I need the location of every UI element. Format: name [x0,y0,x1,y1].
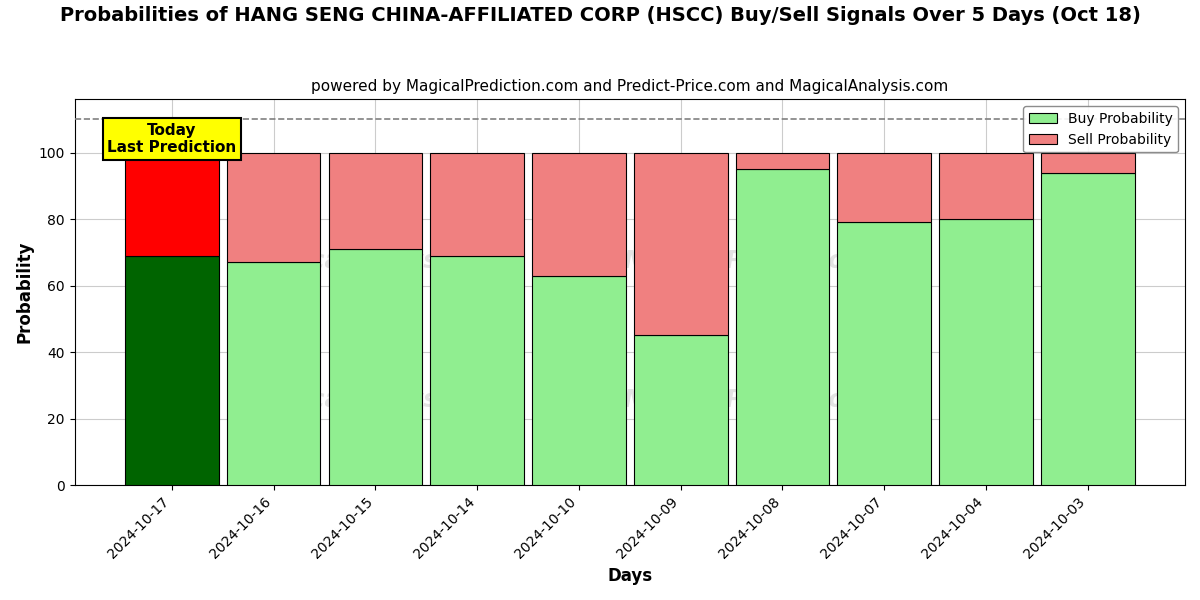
Bar [431,256,524,485]
Y-axis label: Probability: Probability [16,241,34,343]
Title: powered by MagicalPrediction.com and Predict-Price.com and MagicalAnalysis.com: powered by MagicalPrediction.com and Pre… [311,79,948,94]
Bar [1040,152,1134,173]
Bar [227,262,320,485]
Bar [634,152,727,335]
Bar [125,152,218,256]
Bar [329,152,422,249]
Bar [532,275,625,485]
Bar [940,152,1033,219]
Bar [125,256,218,485]
Bar [431,152,524,256]
Bar [532,152,625,275]
Bar [838,152,931,223]
Bar [838,223,931,485]
Text: MagicalAnalysis.com: MagicalAnalysis.com [247,388,524,412]
Bar [329,249,422,485]
Bar [1040,173,1134,485]
Text: Today
Last Prediction: Today Last Prediction [107,122,236,155]
Bar [736,169,829,485]
Text: Probabilities of HANG SENG CHINA-AFFILIATED CORP (HSCC) Buy/Sell Signals Over 5 : Probabilities of HANG SENG CHINA-AFFILIA… [60,6,1140,25]
Text: MagicalPrediction.com: MagicalPrediction.com [623,250,925,274]
Bar [736,152,829,169]
Bar [940,219,1033,485]
Text: MagicalAnalysis.com: MagicalAnalysis.com [247,250,524,274]
Legend: Buy Probability, Sell Probability: Buy Probability, Sell Probability [1024,106,1178,152]
X-axis label: Days: Days [607,567,653,585]
Bar [227,152,320,262]
Bar [634,335,727,485]
Text: MagicalPrediction.com: MagicalPrediction.com [623,388,925,412]
